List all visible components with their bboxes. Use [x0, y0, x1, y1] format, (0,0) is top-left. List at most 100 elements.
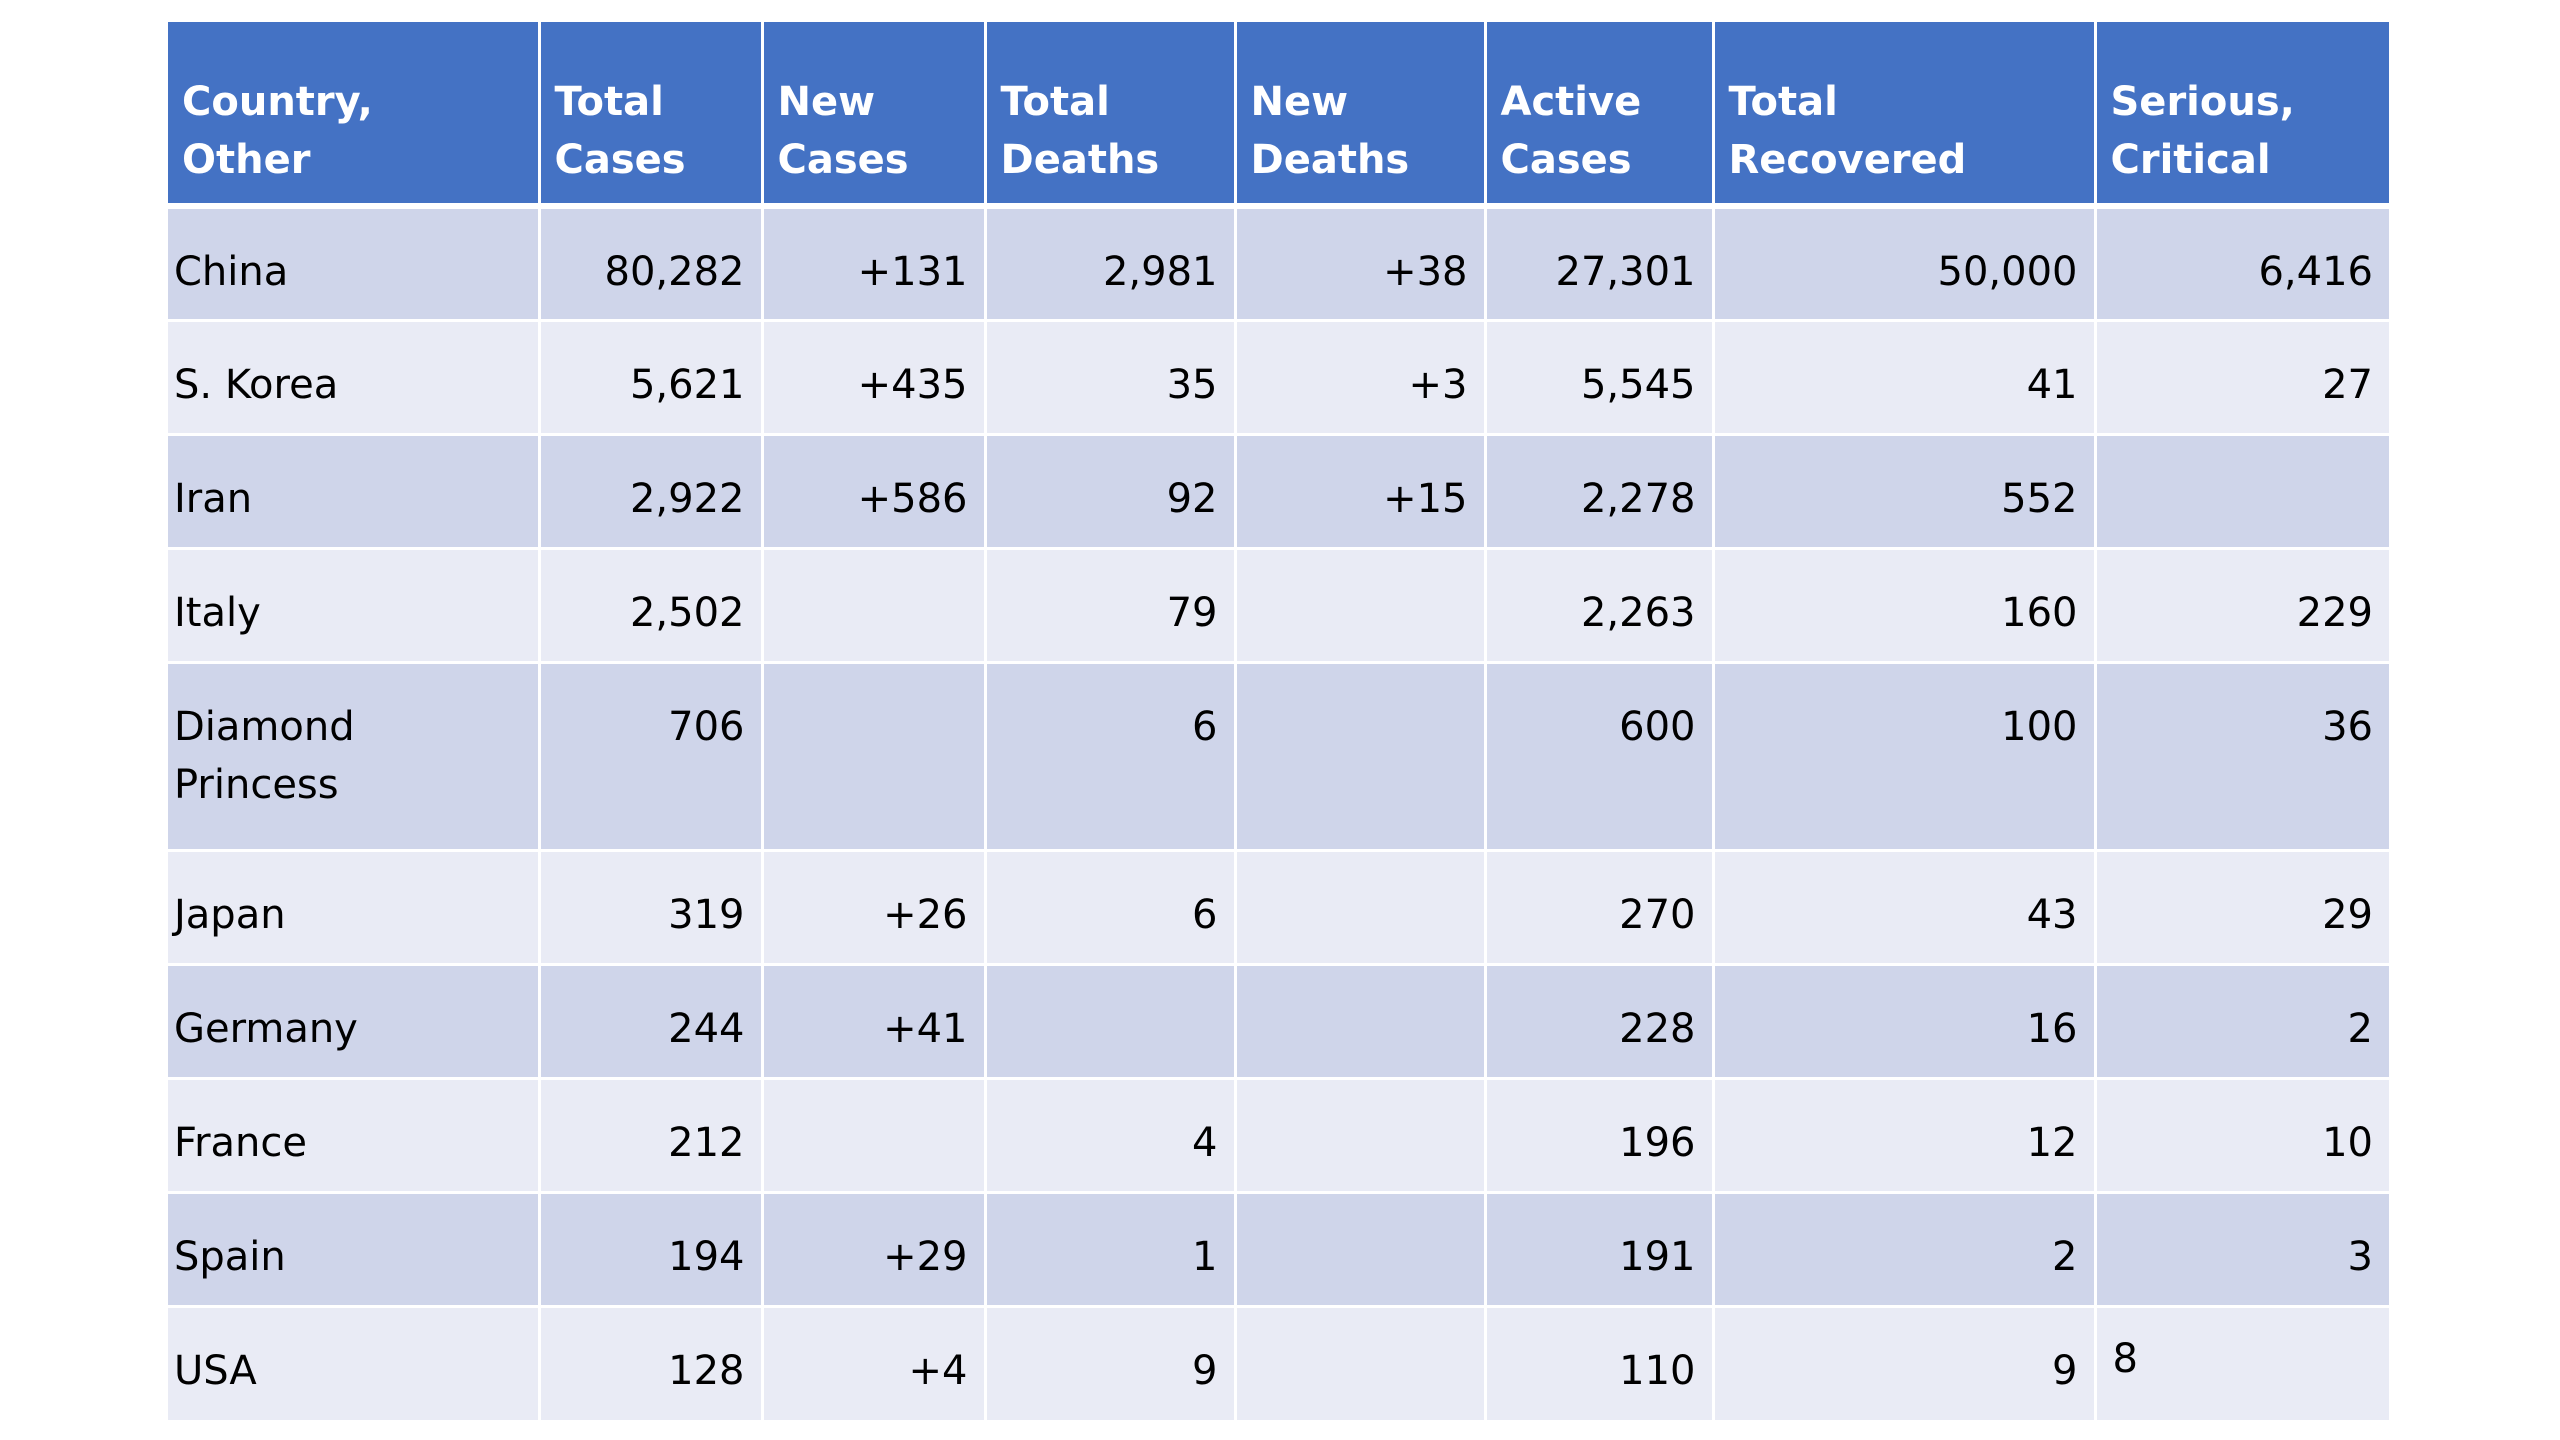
cell-new-deaths: +15 [1233, 432, 1485, 548]
table-row: Iran 2,922 +586 92 +15 2,278 552 [168, 432, 2389, 548]
cell-new-cases: +41 [760, 962, 985, 1078]
cell-total-deaths: 1 [983, 1190, 1235, 1306]
coronavirus-stats-table: Country, Other Total Cases New Cases Tot… [168, 22, 2389, 1420]
table-row: France 212 4 196 12 10 [168, 1076, 2389, 1192]
header-new-deaths: New Deaths [1233, 22, 1485, 209]
header-country: Country, Other [168, 22, 539, 209]
cell-total-deaths: 6 [983, 848, 1235, 964]
cell-country: USA [168, 1304, 539, 1420]
table-row: Spain 194 +29 1 191 2 3 [168, 1190, 2389, 1306]
cell-total-cases: 2,922 [537, 432, 762, 548]
cell-serious-critical: 6,416 [2093, 204, 2389, 320]
cell-total-deaths: 35 [983, 318, 1235, 434]
cell-total-recovered: 41 [1711, 318, 2095, 434]
header-total-recovered: Total Recovered [1711, 22, 2095, 209]
cell-country: Spain [168, 1190, 539, 1306]
table-row: Diamond Princess 706 6 600 100 36 [168, 660, 2389, 850]
cell-new-cases: +131 [760, 204, 985, 320]
cell-active-cases: 2,263 [1483, 546, 1713, 662]
cell-active-cases: 228 [1483, 962, 1713, 1078]
cell-total-recovered: 2 [1711, 1190, 2095, 1306]
cell-new-deaths: +38 [1233, 204, 1485, 320]
cell-total-deaths: 4 [983, 1076, 1235, 1192]
cell-total-deaths: 9 [983, 1304, 1235, 1420]
cell-total-deaths: 2,981 [983, 204, 1235, 320]
cell-serious-critical: 29 [2093, 848, 2389, 964]
cell-active-cases: 110 [1483, 1304, 1713, 1420]
header-total-deaths: Total Deaths [983, 22, 1235, 209]
cell-new-deaths [1233, 848, 1485, 964]
cell-active-cases: 191 [1483, 1190, 1713, 1306]
cell-total-recovered: 12 [1711, 1076, 2095, 1192]
cell-total-recovered: 16 [1711, 962, 2095, 1078]
cell-serious-critical: 3 [2093, 1190, 2389, 1306]
header-row: Country, Other Total Cases New Cases Tot… [168, 22, 2389, 209]
cell-total-cases: 194 [537, 1190, 762, 1306]
cell-total-recovered: 552 [1711, 432, 2095, 548]
cell-country: Iran [168, 432, 539, 548]
cell-new-deaths [1233, 1304, 1485, 1420]
cell-total-cases: 706 [537, 660, 762, 850]
cell-total-cases: 128 [537, 1304, 762, 1420]
cell-country: S. Korea [168, 318, 539, 434]
cell-new-cases: +586 [760, 432, 985, 548]
cell-new-deaths [1233, 660, 1485, 850]
cell-country: Germany [168, 962, 539, 1078]
cell-new-deaths [1233, 962, 1485, 1078]
cell-active-cases: 196 [1483, 1076, 1713, 1192]
cell-country: France [168, 1076, 539, 1192]
table-row: Germany 244 +41 228 16 2 [168, 962, 2389, 1078]
cell-new-cases [760, 660, 985, 850]
cell-serious-critical: 10 [2093, 1076, 2389, 1192]
cell-total-cases: 80,282 [537, 204, 762, 320]
table-row: Japan 319 +26 6 270 43 29 [168, 848, 2389, 964]
cell-new-cases [760, 1076, 985, 1192]
cell-active-cases: 2,278 [1483, 432, 1713, 548]
cell-total-recovered: 9 [1711, 1304, 2095, 1420]
cell-total-cases: 244 [537, 962, 762, 1078]
cell-total-deaths: 6 [983, 660, 1235, 850]
cell-serious-critical: 27 [2093, 318, 2389, 434]
cell-new-deaths: +3 [1233, 318, 1485, 434]
cell-new-cases: +4 [760, 1304, 985, 1420]
cell-new-cases: +435 [760, 318, 985, 434]
table-body: China 80,282 +131 2,981 +38 27,301 50,000 6,416… [168, 204, 2389, 1420]
cell-total-recovered: 43 [1711, 848, 2095, 964]
cell-new-deaths [1233, 1190, 1485, 1306]
cell-serious-critical: 229 [2093, 546, 2389, 662]
cell-active-cases: 270 [1483, 848, 1713, 964]
cell-total-cases: 5,621 [537, 318, 762, 434]
cell-country: Japan [168, 848, 539, 964]
cell-serious-critical [2093, 432, 2389, 548]
cell-new-cases: +29 [760, 1190, 985, 1306]
header-new-cases: New Cases [760, 22, 985, 209]
cell-country: Diamond Princess [168, 660, 539, 850]
cell-new-cases [760, 546, 985, 662]
cell-total-deaths [983, 962, 1235, 1078]
cell-total-cases: 319 [537, 848, 762, 964]
cell-active-cases: 600 [1483, 660, 1713, 850]
cell-total-recovered: 50,000 [1711, 204, 2095, 320]
cell-total-deaths: 92 [983, 432, 1235, 548]
cell-serious-critical: 2 [2093, 962, 2389, 1078]
header-serious-critical: Serious, Critical [2093, 22, 2389, 209]
header-active-cases: Active Cases [1483, 22, 1713, 209]
table-row: S. Korea 5,621 +435 35 +3 5,545 41 27 [168, 318, 2389, 434]
table-row: USA 128 +4 9 110 9 8 [168, 1304, 2389, 1420]
cell-new-deaths [1233, 546, 1485, 662]
cell-active-cases: 27,301 [1483, 204, 1713, 320]
cell-serious-critical: 36 [2093, 660, 2389, 850]
cell-active-cases: 5,545 [1483, 318, 1713, 434]
cell-total-recovered: 160 [1711, 546, 2095, 662]
cell-total-recovered: 100 [1711, 660, 2095, 850]
table-row: China 80,282 +131 2,981 +38 27,301 50,000 6,416 [168, 204, 2389, 320]
cell-total-deaths: 79 [983, 546, 1235, 662]
cell-country: Italy [168, 546, 539, 662]
table-row: Italy 2,502 79 2,263 160 229 [168, 546, 2389, 662]
header-total-cases: Total Cases [537, 22, 762, 209]
cell-country: China [168, 204, 539, 320]
cell-total-cases: 212 [537, 1076, 762, 1192]
cell-total-cases: 2,502 [537, 546, 762, 662]
cell-new-deaths [1233, 1076, 1485, 1192]
cell-new-cases: +26 [760, 848, 985, 964]
